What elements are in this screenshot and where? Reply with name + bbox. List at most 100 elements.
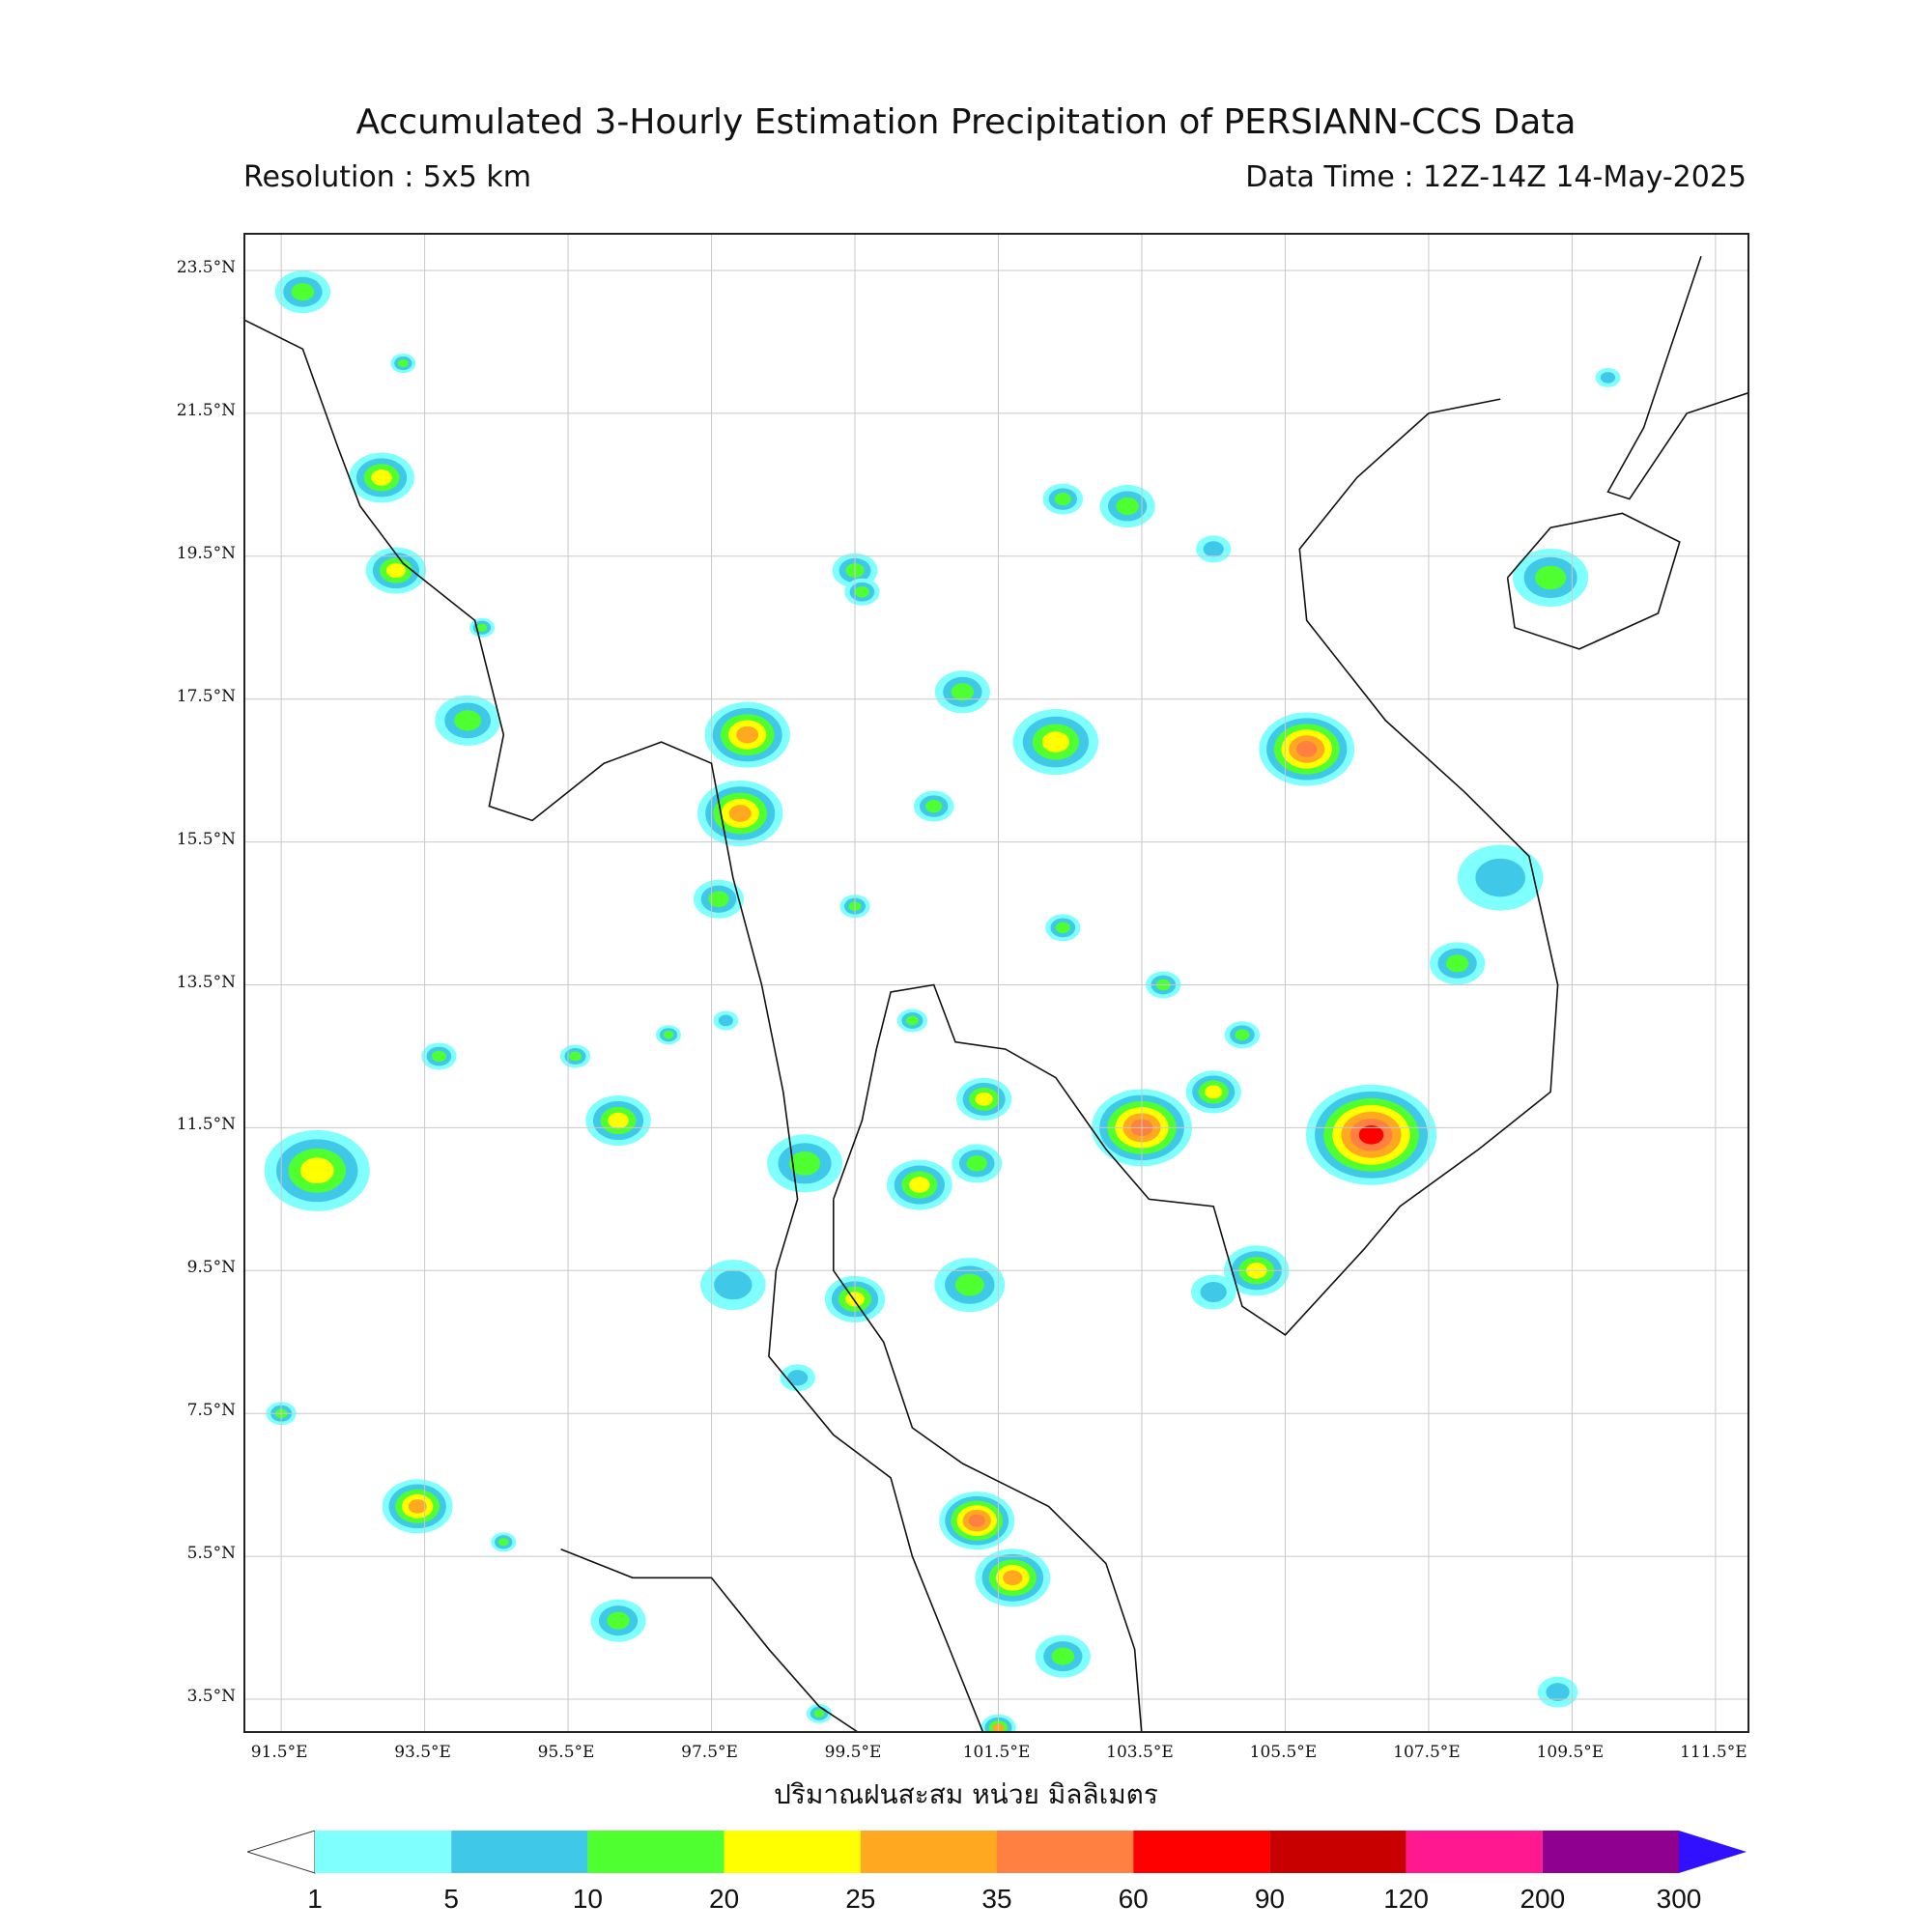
colorbar-segment bbox=[1269, 1831, 1406, 1873]
colorbar-segment bbox=[315, 1831, 452, 1873]
rain-cell bbox=[1116, 497, 1139, 516]
rain-cell bbox=[1235, 1029, 1250, 1041]
rain-cell bbox=[968, 1514, 985, 1527]
colorbar-segment bbox=[860, 1831, 997, 1873]
lat-tick-label: 23.5°N bbox=[176, 257, 236, 277]
lon-tick-label: 93.5°E bbox=[394, 1743, 451, 1762]
rain-cell bbox=[966, 1155, 987, 1172]
rain-cell bbox=[1546, 1683, 1570, 1701]
map-canvas bbox=[245, 235, 1747, 1731]
lon-tick-label: 97.5°E bbox=[681, 1743, 738, 1762]
rain-field bbox=[264, 270, 1621, 1731]
gulf-coast-south bbox=[833, 1199, 1143, 1731]
rain-cell bbox=[1003, 1570, 1023, 1586]
colorbar-segment bbox=[1133, 1831, 1270, 1873]
rain-cell bbox=[299, 1157, 334, 1184]
lon-tick-label: 111.5°E bbox=[1680, 1743, 1747, 1762]
lon-tick-label: 103.5°E bbox=[1106, 1743, 1174, 1762]
rain-cell bbox=[291, 283, 315, 301]
rain-cell bbox=[1041, 731, 1069, 753]
rain-cell bbox=[736, 725, 759, 744]
colorbar-tick-label: 120 bbox=[1383, 1884, 1429, 1914]
colorbar-segment bbox=[1406, 1831, 1543, 1873]
rain-cell bbox=[1295, 741, 1318, 757]
rain-cell bbox=[1203, 541, 1224, 557]
lat-tick-label: 3.5°N bbox=[186, 1687, 236, 1707]
lon-tick-label: 99.5°E bbox=[824, 1743, 882, 1762]
colorbar-tick-label: 20 bbox=[709, 1884, 740, 1914]
colorbar-segment bbox=[997, 1831, 1134, 1873]
chart-title: Accumulated 3-Hourly Estimation Precipit… bbox=[355, 102, 1577, 142]
rain-cell bbox=[663, 1031, 674, 1039]
rain-cell bbox=[608, 1112, 629, 1129]
lon-tick-label: 91.5°E bbox=[250, 1743, 308, 1762]
rain-cell bbox=[1445, 954, 1469, 973]
rain-cell bbox=[714, 1269, 753, 1300]
lat-tick-label: 21.5°N bbox=[176, 400, 236, 420]
rain-cell bbox=[1600, 372, 1616, 384]
colorbar-tick-label: 35 bbox=[981, 1884, 1012, 1914]
china-coast bbox=[1606, 255, 1747, 500]
lat-tick-label: 17.5°N bbox=[176, 686, 236, 706]
rain-cell bbox=[1358, 1124, 1384, 1145]
rain-cell bbox=[1054, 493, 1071, 506]
coastlines bbox=[245, 255, 1747, 1731]
colorbar-tick-label: 1 bbox=[307, 1884, 323, 1914]
lon-tick-label: 105.5°E bbox=[1249, 1743, 1318, 1762]
colorbar-over-arrow bbox=[1679, 1831, 1747, 1873]
colorbar-tick-label: 5 bbox=[443, 1884, 459, 1914]
lon-tick-label: 107.5°E bbox=[1393, 1743, 1461, 1762]
colorbar-tick-label: 200 bbox=[1520, 1884, 1566, 1914]
lon-tick-label: 101.5°E bbox=[962, 1743, 1031, 1762]
rain-cell bbox=[607, 1611, 630, 1630]
lon-tick-label: 95.5°E bbox=[537, 1743, 595, 1762]
rain-cell bbox=[925, 800, 943, 813]
colorbar bbox=[247, 1831, 1747, 1874]
graticule bbox=[245, 235, 1747, 1731]
east-coast bbox=[833, 398, 1559, 1336]
colorbar-tick-label: 25 bbox=[845, 1884, 876, 1914]
lon-tick-label: 109.5°E bbox=[1536, 1743, 1605, 1762]
precipitation-map bbox=[243, 233, 1749, 1733]
rain-cell bbox=[728, 805, 752, 822]
rain-cell bbox=[975, 1092, 993, 1106]
rain-cell bbox=[408, 1499, 427, 1514]
rain-cell bbox=[1051, 1647, 1075, 1665]
rain-cell bbox=[951, 683, 975, 701]
rain-cell bbox=[1205, 1085, 1223, 1099]
colorbar-segment bbox=[1542, 1831, 1679, 1873]
colorbar-tick-label: 90 bbox=[1254, 1884, 1285, 1914]
sumatra-coast bbox=[560, 1548, 858, 1731]
rain-cell bbox=[431, 1050, 446, 1063]
colorbar-tick-label: 300 bbox=[1656, 1884, 1702, 1914]
rain-cell bbox=[397, 358, 409, 368]
rain-cell bbox=[497, 1538, 509, 1547]
lat-tick-label: 13.5°N bbox=[176, 972, 236, 992]
rain-cell bbox=[787, 1370, 809, 1386]
colorbar-under-arrow bbox=[247, 1831, 316, 1874]
rain-cell bbox=[909, 1177, 930, 1193]
lat-tick-label: 15.5°N bbox=[176, 829, 236, 849]
lat-tick-label: 5.5°N bbox=[186, 1544, 236, 1564]
lat-tick-label: 9.5°N bbox=[186, 1258, 236, 1278]
rain-cell bbox=[1475, 858, 1525, 897]
resolution-label: Resolution : 5x5 km bbox=[243, 160, 531, 194]
colorbar-segment bbox=[587, 1831, 724, 1873]
lat-tick-label: 11.5°N bbox=[176, 1115, 236, 1135]
rain-cell bbox=[708, 891, 729, 907]
colorbar-tick-label: 60 bbox=[1118, 1884, 1149, 1914]
rain-cell bbox=[476, 623, 488, 632]
x-axis-label: ปริมาณฝนสะสม หน่วย มิลลิเมตร bbox=[774, 1778, 1158, 1810]
west-coast bbox=[245, 319, 983, 1731]
rain-cell bbox=[788, 1151, 821, 1176]
colorbar-segment bbox=[451, 1831, 588, 1873]
rain-cell bbox=[385, 562, 406, 579]
colorbar-segment bbox=[724, 1831, 861, 1873]
rain-cell bbox=[954, 1273, 984, 1296]
rain-cell bbox=[1055, 922, 1070, 934]
rain-cell bbox=[854, 585, 869, 598]
rain-cell bbox=[569, 1051, 582, 1062]
rain-cell bbox=[813, 1709, 825, 1718]
rain-cell bbox=[454, 710, 482, 731]
rain-cell bbox=[1200, 1281, 1227, 1302]
